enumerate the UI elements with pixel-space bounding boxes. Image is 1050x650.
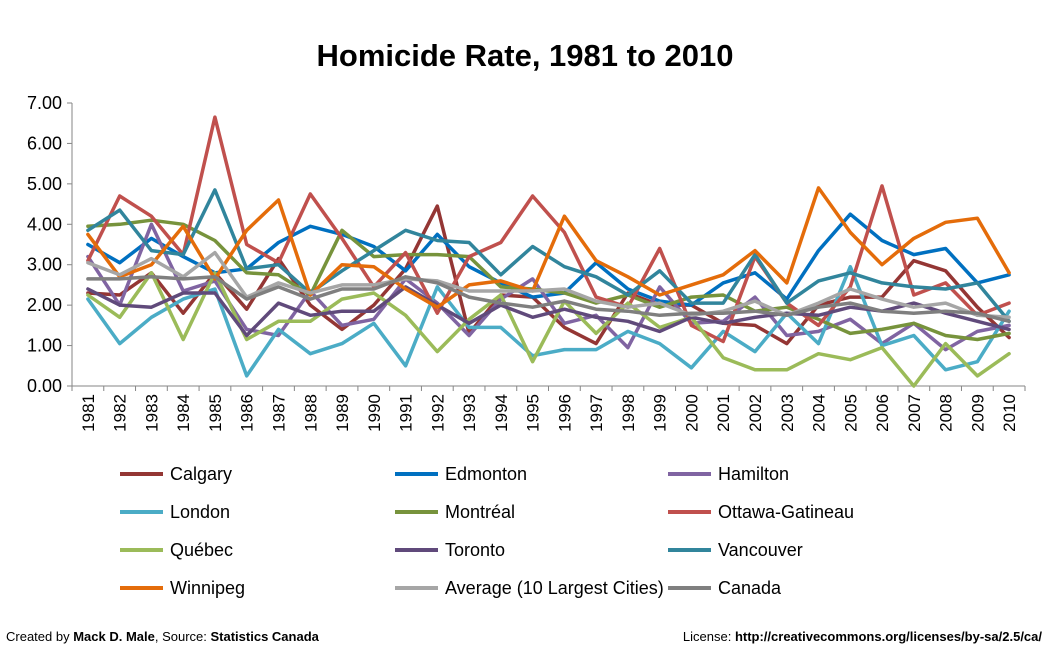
x-tick-label: 2002 xyxy=(746,394,765,432)
series-line-london xyxy=(86,264,1011,378)
legend-label-hamilton: Hamilton xyxy=(718,464,789,484)
x-tick-label: 1981 xyxy=(79,394,98,432)
legend-label-canada: Canada xyxy=(718,578,782,598)
x-tick-label: 1990 xyxy=(365,394,384,432)
x-tick-label: 1988 xyxy=(301,394,320,432)
y-tick-label: 6.00 xyxy=(27,133,62,153)
legend-label-london: London xyxy=(170,502,230,522)
license-line: License: http://creativecommons.org/lice… xyxy=(683,629,1042,644)
legend-label-montr-al: Montréal xyxy=(445,502,515,522)
credit-prefix: Created by xyxy=(6,629,74,644)
x-tick-label: 1985 xyxy=(206,394,225,432)
x-tick-label: 1991 xyxy=(397,394,416,432)
series-line-toronto xyxy=(86,285,1011,338)
x-tick-label: 1986 xyxy=(238,394,257,432)
x-tick-label: 2010 xyxy=(1000,394,1019,432)
x-tick-label: 2001 xyxy=(714,394,733,432)
legend-label-edmonton: Edmonton xyxy=(445,464,527,484)
x-tick-label: 1998 xyxy=(619,394,638,432)
x-tick-label: 2005 xyxy=(841,394,860,432)
legend-label-qu-bec: Québec xyxy=(170,540,233,560)
credit-line: Created by Mack D. Male, Source: Statist… xyxy=(6,629,319,644)
legend-label-winnipeg: Winnipeg xyxy=(170,578,245,598)
author-name: Mack D. Male xyxy=(73,629,155,644)
y-tick-label: 3.00 xyxy=(27,255,62,275)
x-tick-label: 1983 xyxy=(142,394,161,432)
x-tick-label: 2009 xyxy=(968,394,987,432)
x-tick-label: 1993 xyxy=(460,394,479,432)
series-lines xyxy=(86,115,1011,388)
series-line-average-10-largest-cities xyxy=(86,250,1011,320)
legend-label-calgary: Calgary xyxy=(170,464,232,484)
source-name: Statistics Canada xyxy=(210,629,319,644)
y-axis: 0.00 1.00 2.00 3.00 4.00 5.00 6.00 7.00 xyxy=(27,93,73,396)
x-tick-label: 1984 xyxy=(174,394,193,432)
x-tick-label: 1982 xyxy=(111,394,130,432)
legend-label-average-10-largest-cities: Average (10 Largest Cities) xyxy=(445,578,664,598)
series-line-canada xyxy=(86,275,1011,324)
x-tick-label: 2006 xyxy=(873,394,892,432)
y-tick-label: 2.00 xyxy=(27,295,62,315)
x-tick-label: 1995 xyxy=(524,394,543,432)
license-link[interactable]: http://creativecommons.org/licenses/by-s… xyxy=(734,629,1042,644)
x-tick-label: 2007 xyxy=(905,394,924,432)
x-tick-label: 2003 xyxy=(778,394,797,432)
chart-title: Homicide Rate, 1981 to 2010 xyxy=(317,38,734,73)
legend-label-ottawa-gatineau: Ottawa-Gatineau xyxy=(718,502,854,522)
legend: Calgary Edmonton Hamilton London Montréal Ott… xyxy=(120,464,854,598)
y-tick-label: 4.00 xyxy=(27,214,62,234)
series-line-hamilton xyxy=(86,222,1011,352)
license-prefix: License: xyxy=(682,629,735,644)
x-tick-label: 1987 xyxy=(269,394,288,432)
x-tick-label: 1989 xyxy=(333,394,352,432)
legend-label-toronto: Toronto xyxy=(445,540,505,560)
x-tick-label: 1997 xyxy=(587,394,606,432)
x-tick-label: 1999 xyxy=(651,394,670,432)
x-tick-label: 2008 xyxy=(937,394,956,432)
series-line-ottawa-gatineau xyxy=(86,115,1011,344)
x-tick-label: 1996 xyxy=(555,394,574,432)
x-tick-label: 1992 xyxy=(428,394,447,432)
x-axis: 1981 1982 1983 1984 1985 1986 1987 1988 1989 1990… xyxy=(71,385,1026,432)
x-tick-label: 1994 xyxy=(492,394,511,432)
x-tick-label: 2000 xyxy=(682,394,701,432)
y-tick-label: 0.00 xyxy=(27,376,62,396)
y-tick-label: 5.00 xyxy=(27,174,62,194)
x-tick-label: 2004 xyxy=(810,394,829,432)
series-line-winnipeg xyxy=(86,186,1011,309)
source-prefix: , Source: xyxy=(154,629,211,644)
y-tick-label: 7.00 xyxy=(27,93,62,113)
y-tick-label: 1.00 xyxy=(27,336,62,356)
legend-label-vancouver: Vancouver xyxy=(718,540,803,560)
